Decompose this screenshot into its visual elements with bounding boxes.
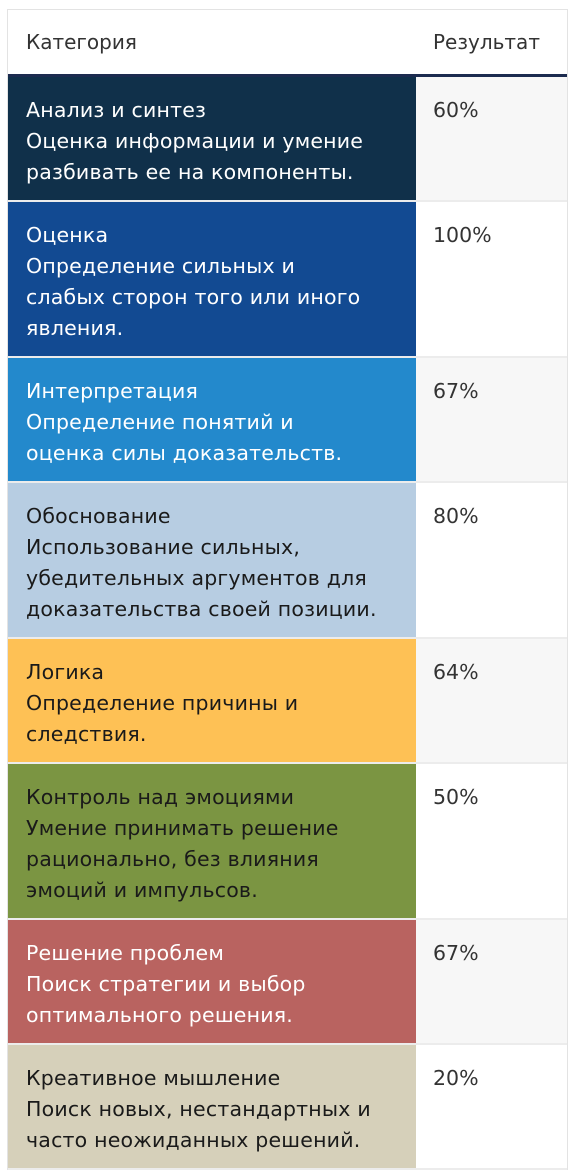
result-cell: 100%	[416, 202, 567, 356]
category-cell: Обоснование Использование сильных, убедите…	[8, 483, 416, 637]
category-title: Оценка	[26, 223, 109, 247]
result-cell: 64%	[416, 639, 567, 762]
category-title: Контроль над эмоциями	[26, 785, 295, 809]
result-column-header: Результат	[433, 30, 540, 54]
category-description-line: оценка силы доказательств.	[26, 441, 343, 465]
category-description-line: Определение причины и	[26, 691, 299, 715]
results-table: Категория Результат Анализ и синтез Оценк…	[7, 9, 568, 1170]
category-cell: Анализ и синтез Оценка информации и умени…	[8, 77, 416, 200]
category-description-line: эмоций и импульсов.	[26, 878, 258, 902]
category-description-line: Определение сильных и	[26, 254, 296, 278]
category-description-line: часто неожиданных решений.	[26, 1128, 361, 1152]
result-cell: 20%	[416, 1045, 567, 1168]
category-description-line: рационально, без влияния	[26, 847, 319, 871]
category-cell: Решение проблем Поиск стратегии и выбор оп…	[8, 920, 416, 1043]
table-row: Решение проблем Поиск стратегии и выбор оп…	[8, 920, 567, 1045]
category-title: Логика	[26, 660, 105, 684]
category-description-line: оптимального решения.	[26, 1003, 293, 1027]
category-column-header: Категория	[26, 30, 137, 54]
category-description-line: убедительных аргументов для	[26, 566, 367, 590]
category-cell: Логика Определение причины и следствия.	[8, 639, 416, 762]
table-row: Контроль над эмоциями Умение принимать ре…	[8, 764, 567, 920]
table-row: Интерпретация Определение понятий и оценка…	[8, 358, 567, 483]
result-cell: 67%	[416, 920, 567, 1043]
category-description-line: слабых сторон того или иного	[26, 285, 361, 309]
category-title: Обоснование	[26, 504, 171, 528]
result-cell: 50%	[416, 764, 567, 918]
category-description-line: явления.	[26, 316, 124, 340]
category-cell: Интерпретация Определение понятий и оценка…	[8, 358, 416, 481]
category-cell: Контроль над эмоциями Умение принимать ре…	[8, 764, 416, 918]
category-description-line: Определение понятий и	[26, 410, 294, 434]
category-title: Креативное мышление	[26, 1066, 281, 1090]
category-description-line: разбивать ее на компоненты.	[26, 160, 354, 184]
result-cell: 67%	[416, 358, 567, 481]
table-header: Категория Результат	[8, 10, 567, 77]
category-description-line: Поиск новых, нестандартных и	[26, 1097, 371, 1121]
result-cell: 80%	[416, 483, 567, 637]
table-row: Логика Определение причины и следствия. 64%	[8, 639, 567, 764]
table-body: Анализ и синтез Оценка информации и умени…	[8, 77, 567, 1170]
category-cell: Оценка Определение сильных и слабых сторон…	[8, 202, 416, 356]
category-title: Интерпретация	[26, 379, 199, 403]
category-description-line: Умение принимать решение	[26, 816, 339, 840]
result-cell: 60%	[416, 77, 567, 200]
table-row: Обоснование Использование сильных, убедите…	[8, 483, 567, 639]
category-description-line: Поиск стратегии и выбор	[26, 972, 306, 996]
category-description-line: Оценка информации и умение	[26, 129, 364, 153]
category-description-line: доказательства своей позиции.	[26, 597, 377, 621]
category-title: Решение проблем	[26, 941, 224, 965]
category-title: Анализ и синтез	[26, 98, 207, 122]
category-cell: Креативное мышление Поиск новых, нестанда…	[8, 1045, 416, 1168]
category-description-line: следствия.	[26, 722, 147, 746]
table-row: Анализ и синтез Оценка информации и умени…	[8, 77, 567, 202]
category-description-line: Использование сильных,	[26, 535, 301, 559]
table-row: Оценка Определение сильных и слабых сторон…	[8, 202, 567, 358]
table-row: Креативное мышление Поиск новых, нестанда…	[8, 1045, 567, 1170]
